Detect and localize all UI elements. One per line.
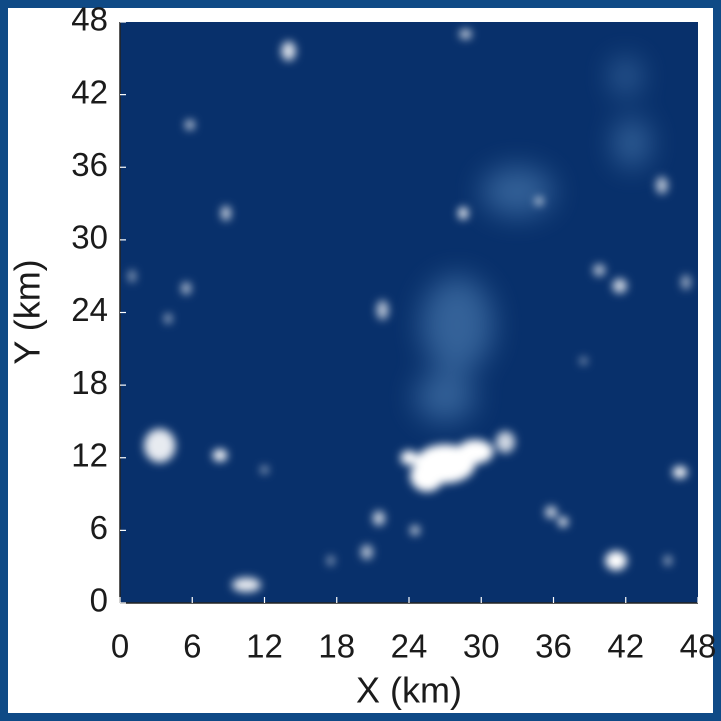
x-tick-label: 12	[246, 628, 283, 665]
bright-clouds	[128, 29, 691, 593]
x-tick-label: 18	[318, 628, 355, 665]
y-tick-label: 30	[71, 219, 108, 256]
y-tick-label: 24	[71, 291, 108, 328]
x-axis-label: X (km)	[356, 670, 462, 711]
y-tick-label: 6	[90, 509, 108, 546]
plot-area	[120, 22, 698, 603]
y-tick-label: 36	[71, 146, 108, 183]
y-tick-label: 42	[71, 73, 108, 110]
y-tick-label: 12	[71, 436, 108, 473]
x-tick-label: 48	[680, 628, 717, 665]
x-tick-label: 36	[535, 628, 572, 665]
x-tick-label: 30	[463, 628, 500, 665]
x-tick-label: 42	[607, 628, 644, 665]
cloud-field	[128, 29, 691, 593]
x-tick-label: 6	[183, 628, 201, 665]
x-tick-label: 24	[391, 628, 428, 665]
y-tick-label: 18	[71, 364, 108, 401]
y-tick-label: 0	[90, 582, 108, 619]
x-tick-label: 0	[111, 628, 129, 665]
y-tick-label: 48	[71, 1, 108, 38]
y-axis-label: Y (km)	[7, 259, 48, 364]
faint-clouds	[415, 58, 650, 422]
